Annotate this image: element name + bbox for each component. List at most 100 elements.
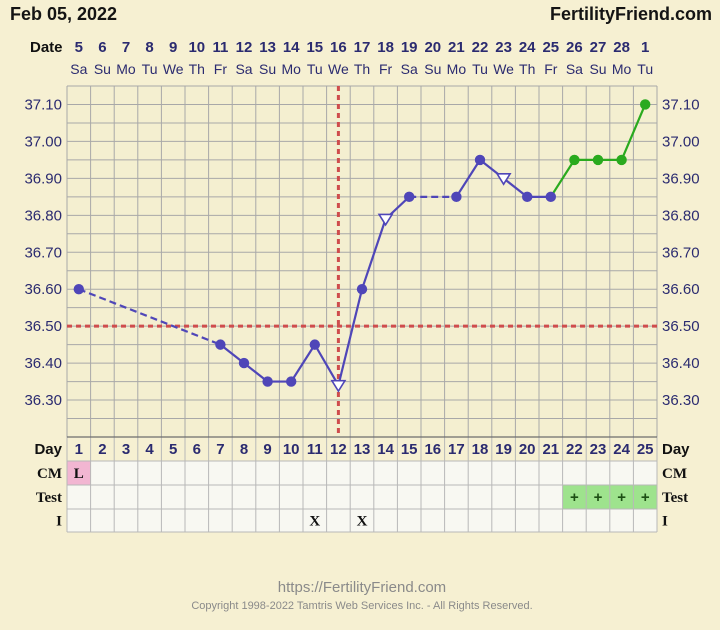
date-label: 17 xyxy=(354,39,371,56)
temperature-point-open xyxy=(330,379,347,393)
weekday-label: Tu xyxy=(307,61,323,77)
cm-cell-highlight xyxy=(67,461,91,485)
temperature-point xyxy=(545,191,556,203)
date-label: 8 xyxy=(145,39,153,56)
cycle-day-label: 9 xyxy=(263,441,271,458)
cycle-day-label: 12 xyxy=(330,441,347,458)
weekday-label: Su xyxy=(94,61,111,77)
temperature-point xyxy=(238,357,250,369)
y-tick-label-right: 36.90 xyxy=(662,170,700,187)
weekday-label: Tu xyxy=(472,61,488,77)
cm-value: L xyxy=(74,466,84,482)
date-label: 11 xyxy=(212,39,228,56)
test-value: + xyxy=(617,489,626,506)
y-tick-label-left: 36.50 xyxy=(24,318,62,335)
y-tick-label-left: 36.90 xyxy=(24,170,62,187)
temperature-point xyxy=(73,284,85,295)
temperature-segment xyxy=(455,159,481,198)
date-label: 6 xyxy=(98,39,106,56)
cycle-day-label: 22 xyxy=(566,441,583,458)
date-label: 13 xyxy=(259,39,276,56)
row-label-right: I xyxy=(662,514,668,530)
temperature-point xyxy=(404,191,415,203)
cycle-day-label: 5 xyxy=(169,441,177,458)
date-label: 22 xyxy=(472,39,489,56)
test-value: + xyxy=(641,489,650,506)
cycle-day-label: 25 xyxy=(637,441,654,458)
y-tick-label-right: 37.00 xyxy=(662,133,700,150)
date-label: 16 xyxy=(330,39,347,56)
weekday-label: Mo xyxy=(281,61,301,77)
y-tick-label-right: 36.30 xyxy=(662,392,700,409)
y-tick-label-right: 36.70 xyxy=(662,244,700,261)
date-label: 7 xyxy=(122,39,130,56)
row-label-right: CM xyxy=(662,466,687,482)
temperature-point xyxy=(356,284,368,295)
chart-background xyxy=(67,86,657,532)
temperature-point xyxy=(522,191,533,203)
cycle-day-label: 18 xyxy=(472,441,489,458)
y-tick-label-right: 36.80 xyxy=(662,207,700,224)
footer-copyright: Copyright 1998-2022 Tamtris Web Services… xyxy=(191,600,532,612)
weekday-label: Mo xyxy=(447,61,467,77)
temperature-segment xyxy=(337,288,364,386)
row-label-left: Day xyxy=(34,441,62,458)
date-label: 10 xyxy=(188,39,205,56)
cycle-day-label: 24 xyxy=(613,441,630,458)
temperature-point-open xyxy=(495,173,512,186)
temperature-segment xyxy=(360,218,387,290)
cycle-day-label: 7 xyxy=(216,441,224,458)
cycle-day-label: 3 xyxy=(122,441,130,458)
date-label: 19 xyxy=(401,39,418,56)
y-tick-label-right: 36.50 xyxy=(662,318,700,335)
weekday-label: We xyxy=(328,61,349,77)
footer-url[interactable]: https://FertilityFriend.com xyxy=(278,579,446,596)
row-label-left: CM xyxy=(37,466,62,482)
intercourse-value: X xyxy=(357,514,368,530)
date-label: 12 xyxy=(236,39,253,56)
cycle-day-label: 16 xyxy=(424,441,441,458)
test-cell-highlight xyxy=(586,485,610,509)
row-label-right: Test xyxy=(662,490,688,506)
site-brand-header[interactable]: FertilityFriend.com xyxy=(550,4,712,24)
cycle-day-label: 4 xyxy=(145,441,154,458)
date-label: 9 xyxy=(169,39,177,56)
rows-area xyxy=(67,461,657,532)
weekday-label: Sa xyxy=(70,61,87,77)
row-label-right: Day xyxy=(662,441,690,458)
temperature-points xyxy=(73,99,651,393)
weekday-label: Fr xyxy=(544,61,558,77)
weekday-label: Fr xyxy=(214,61,228,77)
y-tick-label-right: 36.60 xyxy=(662,281,700,298)
chart-labels: 5 6 7 8 9 10 11 12 13 14 15 16 17 18 19 20 21 22 23 24 25 26 2… xyxy=(24,39,699,409)
y-tick-label-left: 36.60 xyxy=(24,281,62,298)
test-cell-highlight xyxy=(562,485,587,509)
cycle-day-label: 1 xyxy=(75,441,83,458)
temperature-point xyxy=(451,191,462,203)
temperature-point xyxy=(474,154,486,166)
intercourse-value: X xyxy=(309,514,320,530)
temperature-segment xyxy=(78,288,221,346)
test-cell-highlight xyxy=(609,485,634,509)
date-label: 28 xyxy=(613,39,630,56)
chart-grid xyxy=(66,85,658,533)
temperature-point xyxy=(640,99,651,110)
date-label: 1 xyxy=(641,39,649,56)
date-label: 5 xyxy=(75,39,83,56)
cycle-day-label: 10 xyxy=(283,441,300,458)
row-label-left: I xyxy=(56,514,62,530)
temperature-segment xyxy=(290,344,316,383)
y-tick-label-left: 36.80 xyxy=(24,207,62,224)
date-label: 26 xyxy=(566,39,583,56)
cycle-day-label: 13 xyxy=(354,441,371,458)
cycle-day-label: 19 xyxy=(495,441,512,458)
temperature-segment xyxy=(549,159,576,198)
cycle-day-label: 15 xyxy=(401,441,418,458)
temperature-point xyxy=(286,376,297,387)
weekday-label: Sa xyxy=(235,61,252,77)
temperature-point xyxy=(309,339,320,350)
row-label-left: Test xyxy=(36,490,62,506)
temperature-segment xyxy=(313,344,340,386)
